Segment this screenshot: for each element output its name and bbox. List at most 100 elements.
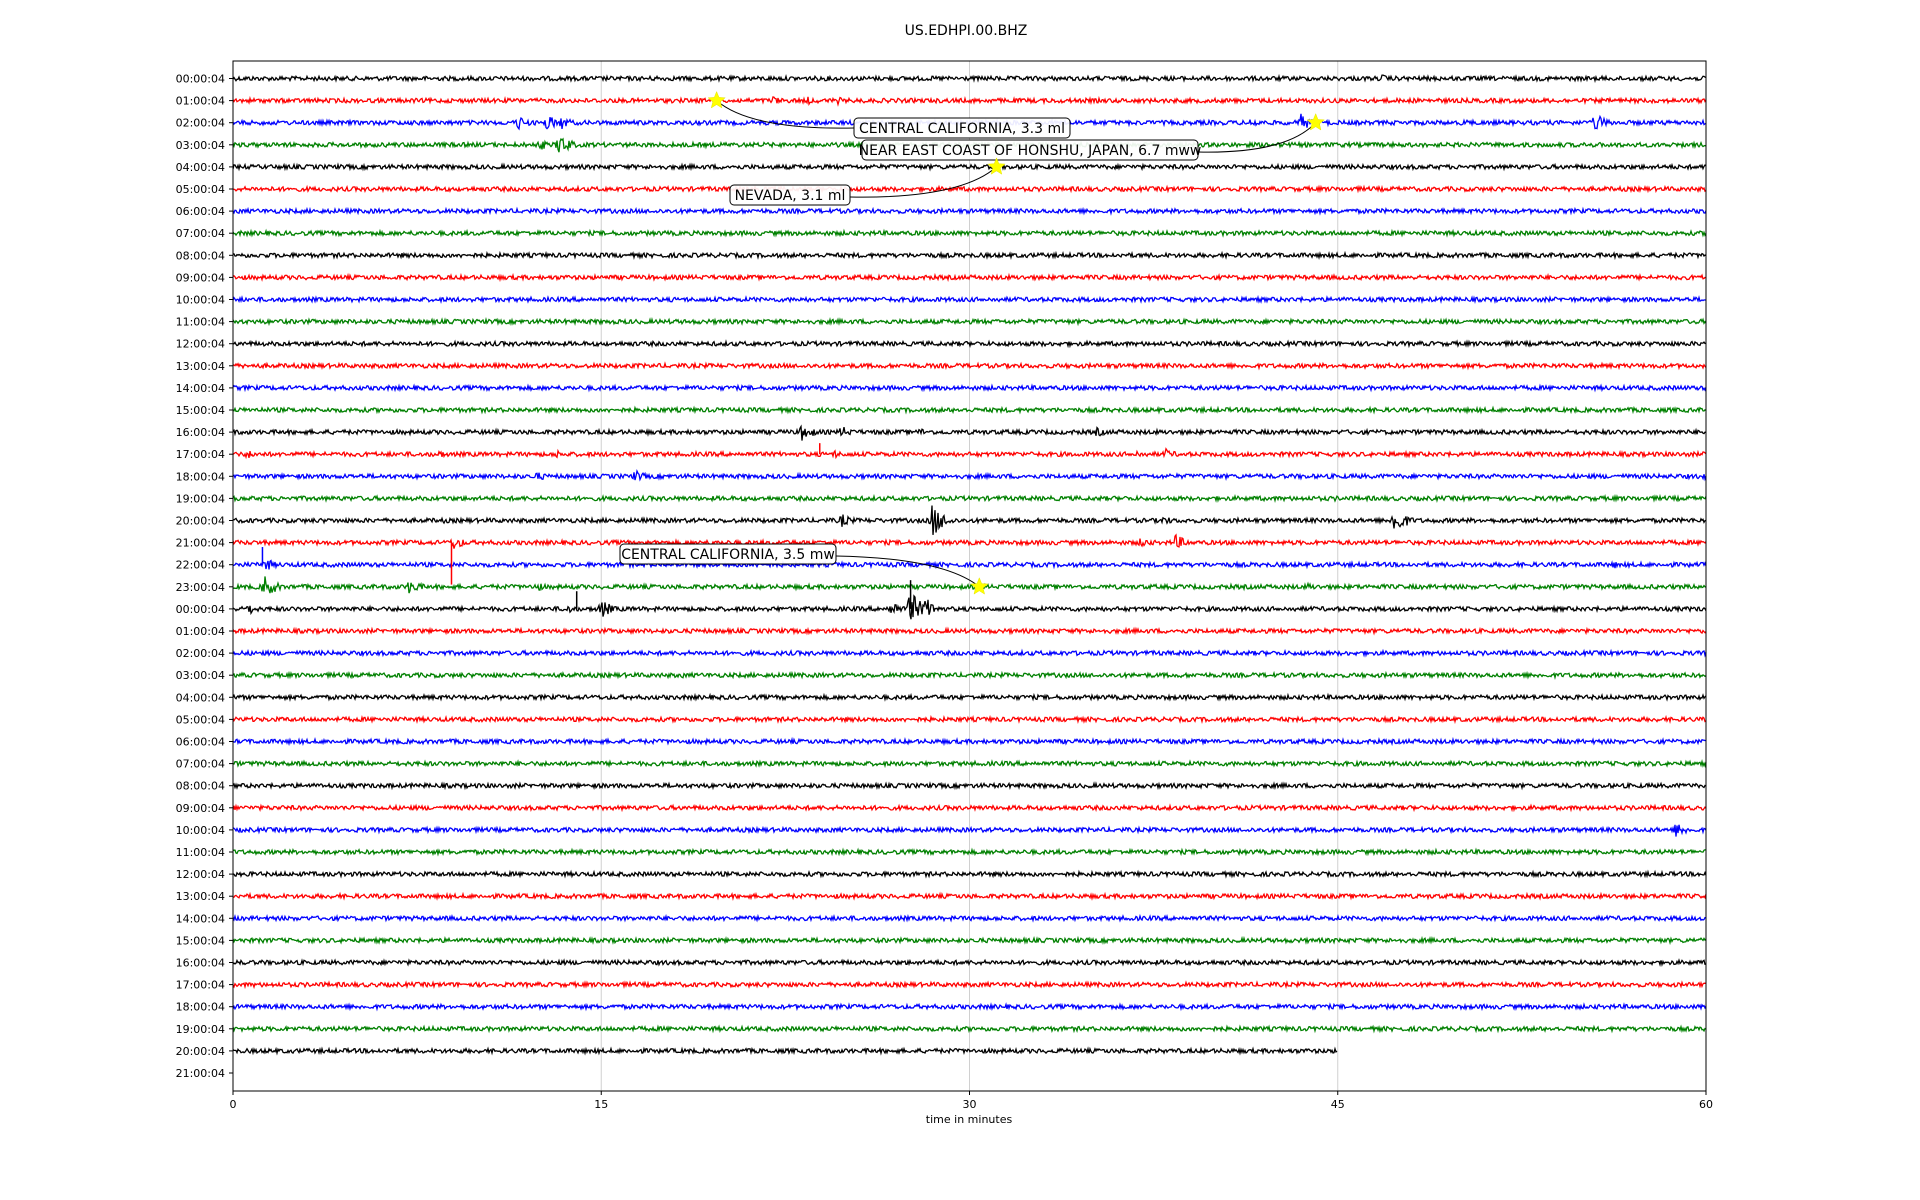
trace-row [232,913,1707,923]
event-label: CENTRAL CALIFORNIA, 3.5 mw [621,547,835,563]
trace-row [232,468,1707,482]
trace-row [232,228,1707,238]
x-tick-label: 30 [963,1098,977,1111]
y-tick-label: 09:00:04 [176,271,225,284]
x-tick-label: 0 [230,1098,237,1111]
y-tick-label: 02:00:04 [176,117,225,130]
y-tick-label: 03:00:04 [176,669,225,682]
y-tick-label: 14:00:04 [176,382,225,395]
y-tick-label: 19:00:04 [176,492,225,505]
event-label: CENTRAL CALIFORNIA, 3.3 ml [859,121,1065,137]
y-tick-label: 05:00:04 [176,183,225,196]
y-tick-label: 09:00:04 [176,802,225,815]
trace-row [232,803,1707,813]
trace-row [232,670,1707,680]
trace-row [232,559,1707,570]
trace-row [232,891,1707,901]
y-tick-label: 04:00:04 [176,691,225,704]
trace-row [232,869,1707,879]
trace-row [232,361,1707,371]
trace-row [232,339,1707,349]
trace-row [232,957,1707,968]
trace-row [232,383,1707,393]
trace-row [232,576,1707,594]
y-tick-label: 18:00:04 [176,1001,225,1014]
x-tick-label: 15 [594,1098,608,1111]
event-annotations: CENTRAL CALIFORNIA, 3.3 ml NEAR EAST COAS… [619,90,1325,595]
y-tick-label: 00:00:04 [176,73,225,86]
trace-row [233,250,1707,261]
y-tick-label: 12:00:04 [176,868,225,881]
trace-row [232,272,1707,283]
y-tick-label: 18:00:04 [176,470,225,483]
trace-row [232,184,1707,194]
event-label-box [729,184,851,206]
y-tick-label: 10:00:04 [176,824,225,837]
trace-row [232,781,1707,791]
x-tick-label: 45 [1331,1098,1345,1111]
trace-row [232,736,1707,747]
y-tick-label: 14:00:04 [176,912,225,925]
trace-row [232,626,1707,636]
trace-row [232,162,1707,172]
trace-row [232,447,1707,460]
y-tick-label: 12:00:04 [176,338,225,351]
y-tick-label: 07:00:04 [176,758,225,771]
y-tick-label: 00:00:04 [176,603,225,616]
event-label-box [853,117,1071,139]
trace-row [232,759,1707,769]
trace-row [232,1046,1338,1056]
trace-row [232,424,1706,441]
y-tick-label: 06:00:04 [176,736,225,749]
event-connector [849,166,997,198]
chart-title: US.EDHPI.00.BHZ [905,23,1028,39]
trace-row [232,714,1707,725]
y-tick-label: 07:00:04 [176,227,225,240]
event-label-box [861,139,1199,161]
trace-row [232,847,1707,857]
y-tick-label: 13:00:04 [176,890,225,903]
x-axis-ticks: 0 15 30 45 60 [230,1091,1713,1111]
y-tick-label: 05:00:04 [176,713,225,726]
grid-lines [600,61,1339,1091]
trace-row [232,533,1707,549]
trace-row [232,824,1707,837]
trace-row [232,493,1707,503]
y-tick-label: 15:00:04 [176,934,225,947]
event-star-marker [970,577,989,595]
y-tick-label: 10:00:04 [176,294,225,307]
event-star-marker [707,90,726,109]
y-tick-label: 16:00:04 [176,426,225,439]
y-tick-label: 15:00:04 [176,404,225,417]
y-tick-label: 11:00:04 [176,316,225,329]
y-tick-label: 21:00:04 [176,1067,225,1080]
trace-row [232,73,1707,84]
y-tick-label: 23:00:04 [176,581,225,594]
trace-row [232,206,1707,216]
trace-row [232,505,1707,535]
event-label: NEAR EAST COAST OF HONSHU, JAPAN, 6.7 mw… [859,143,1202,159]
y-tick-label: 19:00:04 [176,1023,225,1036]
y-tick-label: 03:00:04 [176,139,225,152]
y-axis-ticks: 00:00:04 01:00:04 02:00:04 03:00:04 04:00:04… [176,73,233,1080]
y-tick-label: 17:00:04 [176,448,225,461]
y-tick-label: 08:00:04 [176,780,225,793]
trace-row [232,1002,1707,1012]
trace-row [232,1024,1707,1034]
trace-row [232,692,1707,702]
y-tick-label: 04:00:04 [176,161,225,174]
event-label: NEVADA, 3.1 ml [735,188,846,204]
y-tick-label: 21:00:04 [176,537,225,550]
event-star-marker [1306,113,1325,131]
y-tick-label: 17:00:04 [176,979,225,992]
y-tick-label: 01:00:04 [176,95,225,108]
x-axis-label: time in minutes [926,1113,1013,1126]
event-connector [835,555,980,588]
trace-row [232,594,1707,620]
y-tick-label: 16:00:04 [176,957,225,970]
trace-row [232,294,1706,305]
y-tick-label: 06:00:04 [176,205,225,218]
y-tick-label: 22:00:04 [176,559,225,572]
y-tick-label: 01:00:04 [176,625,225,638]
y-tick-label: 13:00:04 [176,360,225,373]
